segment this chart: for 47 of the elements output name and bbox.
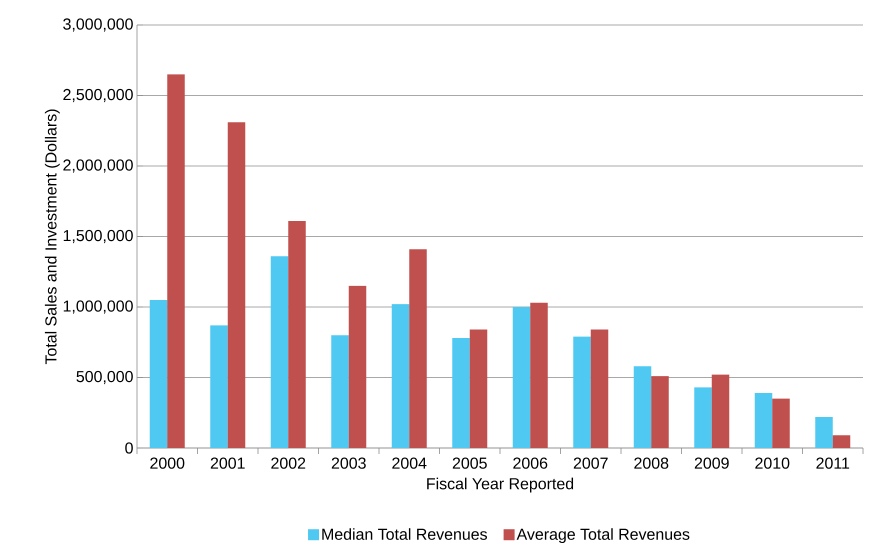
x-tick-label: 2008 [634,458,668,469]
x-tick-label: 2006 [513,458,548,469]
y-tick-label: 0 [125,442,133,454]
x-tick-label: 2010 [755,458,790,469]
bar [270,256,288,448]
bar [470,330,488,448]
x-tick-label: 2001 [210,458,245,469]
bar [409,249,427,448]
y-tick-label: 3,000,000 [63,18,133,32]
bar [573,336,591,448]
x-tick-label: 2009 [694,458,729,469]
legend-label: Median Total Revenues [322,528,487,540]
x-tick-label: 2000 [150,458,184,469]
bar [210,325,228,448]
bar [331,335,349,448]
y-tick-label: 1,000,000 [64,300,133,314]
x-tick-label: 2004 [392,458,426,469]
bar [512,307,530,448]
bar [754,393,772,448]
legend-label: Average Total Revenues [516,528,690,544]
x-tick-label: 2007 [574,458,608,469]
bar [167,74,185,448]
bar [348,286,366,448]
bar [651,376,669,448]
bar [590,330,608,448]
bar [634,366,652,448]
y-axis-title: Total Sales and Investment (Dollars) [44,110,60,364]
x-axis-title: Fiscal Year Reported [427,478,574,493]
bar [712,374,730,448]
bar [694,387,712,448]
y-tick-label: 1,500,000 [64,230,133,244]
y-tick-label: 2,500,000 [63,88,133,102]
x-tick-label: 2011 [816,458,850,469]
bar [228,122,246,448]
bar [452,338,470,448]
y-tick-label: 500,000 [76,370,133,384]
x-tick-label: 2002 [271,458,306,469]
bar [530,302,548,448]
y-tick-label: 2,000,000 [63,159,133,173]
bar [150,300,168,448]
bar [772,398,790,448]
bar [392,304,410,448]
x-tick-label: 2005 [452,458,487,469]
bar [288,220,306,448]
bar [815,416,833,448]
bar [832,435,850,448]
x-tick-label: 2003 [332,458,366,469]
